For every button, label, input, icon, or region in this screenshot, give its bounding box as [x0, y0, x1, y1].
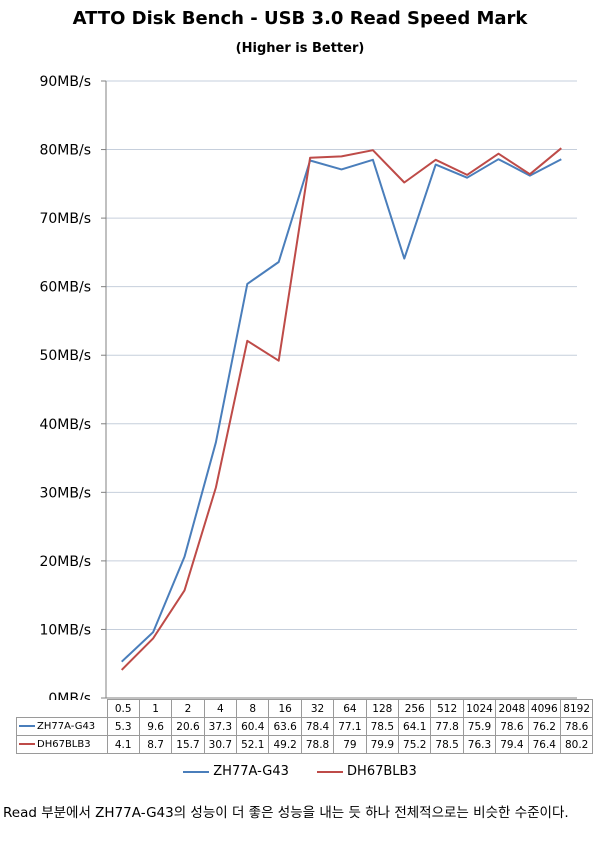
table-value-cell: 77.8 [430, 717, 464, 736]
table-category-cell: 16 [268, 699, 302, 718]
table-value-cell: 78.8 [300, 735, 335, 754]
table-value-cell: 63.6 [268, 717, 302, 736]
table-category-cell: 8192 [559, 699, 594, 718]
table-value-cell: 79 [333, 735, 367, 754]
table-row-header: DH67BLB3 [16, 735, 108, 754]
y-tick-label: 30MB/s [39, 485, 91, 501]
table-category-cell: 4096 [527, 699, 561, 718]
table-value-cell: 75.9 [462, 717, 497, 736]
table-value-cell: 77.1 [333, 717, 367, 736]
table-category-cell: 64 [333, 699, 367, 718]
series-name-label: ZH77A-G43 [37, 721, 96, 732]
legend-item: ZH77A-G43 [183, 764, 289, 779]
table-value-cell: 76.2 [527, 717, 561, 736]
table-value-cell: 78.4 [300, 717, 335, 736]
series-key-swatch [19, 725, 35, 727]
table-value-cell: 79.9 [365, 735, 400, 754]
y-tick-label: 80MB/s [39, 143, 91, 159]
chart-title: ATTO Disk Bench - USB 3.0 Read Speed Mar… [72, 8, 528, 29]
table-category-cell: 2048 [495, 699, 529, 718]
table-category-cell: 1024 [462, 699, 497, 718]
series-line-0 [121, 158, 562, 663]
table-value-cell: 8.7 [138, 735, 173, 754]
table-category-cell: 256 [398, 699, 432, 718]
data-table: 0.5 1 2 4 8 16 32 64 128 256 512 1024 2048 4096 8192 Z… [16, 699, 594, 754]
table-value-cell: 49.2 [268, 735, 302, 754]
table-value-cell: 80.2 [559, 735, 594, 754]
y-tick-label: 40MB/s [39, 417, 91, 433]
chart-subtitle: (Higher is Better) [235, 41, 365, 56]
table-value-cell: 78.5 [365, 717, 400, 736]
chart-legend: ZH77A-G43 DH67BLB3 [0, 764, 600, 779]
table-category-cell: 4 [203, 699, 238, 718]
y-tick-label: 0MB/s [48, 691, 91, 700]
table-category-cell: 128 [365, 699, 400, 718]
table-value-cell: 75.2 [398, 735, 432, 754]
y-tick-label: 50MB/s [39, 348, 91, 364]
caption-text: Read 부분에서 ZH77A-G43의 성능이 더 좋은 성능을 내는 듯 하… [3, 805, 569, 821]
table-value-cell: 64.1 [398, 717, 432, 736]
legend-line-swatch [183, 770, 210, 773]
legend-label: DH67BLB3 [347, 764, 417, 779]
table-header-row: 0.5 1 2 4 8 16 32 64 128 256 512 1024 2048 4096 8192 [16, 699, 594, 718]
table-value-cell: 78.5 [430, 735, 464, 754]
table-value-cell: 37.3 [203, 717, 238, 736]
table-value-cell: 20.6 [171, 717, 205, 736]
table-value-cell: 78.6 [559, 717, 594, 736]
table-category-cell: 1 [138, 699, 173, 718]
y-tick-label: 60MB/s [39, 280, 91, 296]
legend-item: DH67BLB3 [317, 764, 417, 779]
table-row-header: ZH77A-G43 [16, 717, 108, 736]
line-chart: 0MB/s 10MB/s 20MB/s 30MB/s 40MB/s 50MB/s 60MB/… [39, 74, 577, 700]
y-tick-label: 10MB/s [39, 622, 91, 638]
table-row: DH67BLB3 4.1 8.7 15.7 30.7 52.1 49.2 78.8 79 79.… [16, 735, 594, 754]
table-category-cell: 512 [430, 699, 464, 718]
series-key-swatch [19, 743, 35, 745]
series-line-1 [120, 147, 562, 671]
table-category-cell: 0.5 [106, 699, 140, 718]
table-value-cell: 52.1 [236, 735, 270, 754]
table-category-cell: 2 [171, 699, 205, 718]
table-value-cell: 30.7 [203, 735, 238, 754]
y-tick-label: 20MB/s [39, 554, 91, 570]
table-category-cell: 32 [300, 699, 335, 718]
table-row: ZH77A-G43 5.3 9.6 20.6 37.3 60.4 63.6 78.4 77.1… [16, 717, 594, 736]
table-value-cell: 60.4 [236, 717, 270, 736]
y-tick-label: 90MB/s [39, 74, 91, 90]
table-category-cell: 8 [236, 699, 270, 718]
y-tick-label: 70MB/s [39, 211, 91, 227]
table-value-cell: 76.3 [462, 735, 497, 754]
table-value-cell: 4.1 [106, 735, 140, 754]
table-value-cell: 76.4 [527, 735, 561, 754]
table-value-cell: 5.3 [106, 717, 140, 736]
series-name-label: DH67BLB3 [37, 739, 91, 750]
table-corner-cell [16, 699, 108, 718]
legend-line-swatch [317, 770, 344, 773]
table-value-cell: 15.7 [171, 735, 205, 754]
table-value-cell: 79.4 [495, 735, 529, 754]
legend-label: ZH77A-G43 [213, 764, 289, 779]
table-value-cell: 78.6 [495, 717, 529, 736]
table-value-cell: 9.6 [138, 717, 173, 736]
